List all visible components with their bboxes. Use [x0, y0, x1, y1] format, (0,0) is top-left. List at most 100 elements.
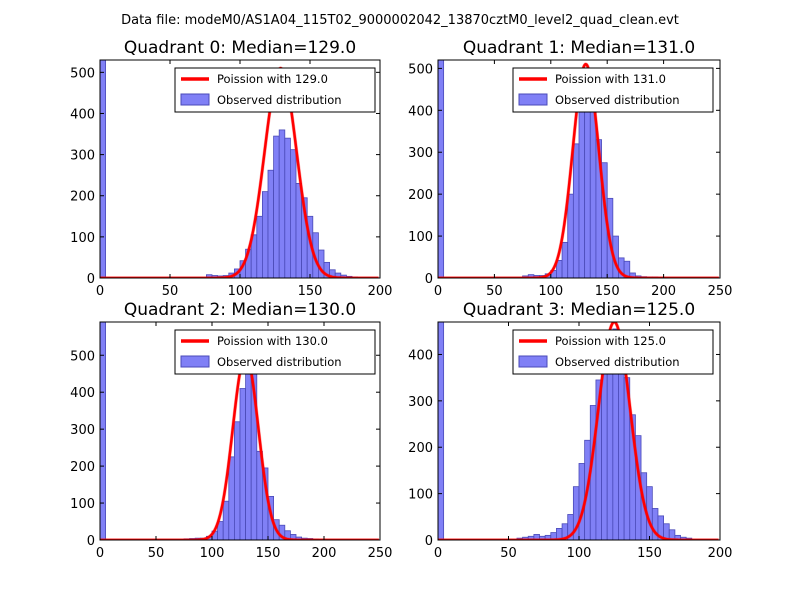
- plot-area: 0 50 100 150 200 0 100 200 300 400 500: [70, 59, 393, 299]
- y-tick-label: 0: [425, 272, 433, 287]
- legend-label-observed: Observed distribution: [555, 355, 680, 369]
- y-tick-label: 400: [408, 348, 433, 363]
- y-tick-label: 0: [425, 534, 433, 549]
- y-tick-label: 200: [408, 188, 433, 203]
- x-tick-label: 50: [500, 546, 517, 561]
- legend-label-fit: Poission with 129.0: [217, 72, 328, 86]
- panel-quadrant-0: Quadrant 0: Median=129.0 0 50 100 150 200 0 10…: [70, 38, 392, 299]
- histogram-bar: [295, 182, 302, 278]
- x-tick-label: 50: [486, 284, 503, 299]
- histogram-bar: [267, 169, 274, 278]
- legend-bar-swatch: [518, 93, 548, 106]
- histogram-bar: [438, 322, 445, 540]
- x-tick-label: 200: [651, 284, 676, 299]
- histogram-bar: [572, 143, 580, 278]
- legend-bar-swatch: [180, 93, 210, 106]
- y-tick-label: 100: [70, 497, 95, 512]
- legend-label-observed: Observed distribution: [217, 355, 342, 369]
- legend-label-fit: Poission with 131.0: [555, 72, 666, 86]
- x-tick-label: 100: [538, 284, 563, 299]
- y-tick-label: 400: [70, 386, 95, 401]
- histogram-bar: [233, 421, 241, 540]
- x-tick-label: 100: [567, 546, 592, 561]
- x-tick-label: 100: [228, 284, 253, 299]
- histogram-bar: [239, 388, 246, 540]
- legend-label-observed: Observed distribution: [217, 93, 342, 107]
- x-tick-label: 50: [148, 546, 165, 561]
- x-tick-label: 0: [434, 546, 442, 561]
- histogram-bar: [222, 500, 230, 540]
- x-tick-label: 250: [708, 284, 733, 299]
- histogram-bar: [100, 60, 106, 278]
- y-tick-label: 400: [408, 104, 433, 119]
- histogram-bar: [438, 60, 445, 278]
- histogram-bar: [629, 272, 636, 278]
- histogram-bar: [278, 129, 286, 278]
- fit-curve: [100, 66, 379, 278]
- legend-label-fit: Poission with 125.0: [555, 334, 666, 348]
- x-tick-label: 150: [637, 546, 662, 561]
- fit-curve: [100, 353, 379, 540]
- x-tick-label: 0: [96, 284, 104, 299]
- y-tick-label: 300: [408, 395, 433, 410]
- x-tick-label: 150: [298, 284, 323, 299]
- y-tick-label: 500: [70, 66, 95, 81]
- y-tick-label: 200: [70, 190, 95, 205]
- y-tick-label: 200: [408, 441, 433, 456]
- histogram-bar: [256, 215, 263, 278]
- legend-bar-swatch: [180, 355, 210, 368]
- plot-area: 0 50 100 150 200 0 100 200 300 400: [408, 321, 733, 561]
- x-tick-label: 150: [595, 284, 620, 299]
- y-tick-label: 100: [408, 488, 433, 503]
- x-tick-label: 150: [256, 546, 281, 561]
- figure-suptitle: Data file: modeM0/AS1A04_115T02_90000020…: [121, 13, 679, 28]
- panel-quadrant-2: Quadrant 2: Median=130.0 0 50 100 150 200 250…: [70, 300, 392, 561]
- histogram-bar: [284, 137, 291, 278]
- y-tick-label: 300: [70, 149, 95, 164]
- y-tick-label: 200: [70, 460, 95, 475]
- y-tick-label: 500: [408, 62, 433, 77]
- x-tick-label: 200: [368, 284, 393, 299]
- y-tick-label: 300: [408, 146, 433, 161]
- panel-quadrant-3: Quadrant 3: Median=125.0 0 50 100 150 200 0 10…: [408, 300, 732, 561]
- histogram-bar: [567, 193, 574, 278]
- axes-frame: [437, 59, 721, 279]
- x-tick-label: 100: [200, 546, 225, 561]
- panel-title: Quadrant 1: Median=131.0: [463, 38, 695, 58]
- legend-bar-swatch: [518, 355, 548, 368]
- x-tick-label: 0: [96, 546, 104, 561]
- legend: Poission with 125.0 Observed distributio…: [512, 329, 714, 375]
- legend: Poission with 130.0 Observed distributio…: [174, 329, 376, 375]
- x-tick-label: 200: [312, 546, 337, 561]
- panel-title: Quadrant 0: Median=129.0: [124, 38, 356, 58]
- y-tick-label: 300: [70, 423, 95, 438]
- histogram-bars: [100, 60, 370, 278]
- y-tick-label: 0: [87, 272, 95, 287]
- y-tick-label: 400: [70, 107, 95, 122]
- panel-title: Quadrant 3: Median=125.0: [463, 300, 695, 320]
- y-tick-label: 100: [70, 231, 95, 246]
- legend: Poission with 131.0 Observed distributio…: [512, 67, 714, 113]
- fit-curve-group: [100, 66, 379, 278]
- x-tick-label: 50: [162, 284, 179, 299]
- x-tick-label: 200: [708, 546, 733, 561]
- plot-area: 0 50 100 150 200 250 0 100 200 300 400 500: [70, 321, 393, 561]
- histogram-bar: [100, 322, 106, 540]
- legend-label-fit: Poission with 130.0: [217, 334, 328, 348]
- histogram-bar: [261, 191, 269, 278]
- histogram-bar: [273, 135, 280, 278]
- histogram-bar: [561, 241, 569, 278]
- y-tick-label: 500: [70, 349, 95, 364]
- legend: Poission with 129.0 Observed distributio…: [174, 67, 376, 113]
- fit-curve-group: [100, 353, 379, 540]
- axes-frame: [99, 321, 381, 541]
- panel-title: Quadrant 2: Median=130.0: [124, 300, 356, 320]
- panel-quadrant-1: Quadrant 1: Median=131.0 0 50 100 150 200 250…: [408, 38, 732, 299]
- x-tick-label: 0: [434, 284, 442, 299]
- x-tick-label: 250: [368, 546, 393, 561]
- histogram-bar: [289, 149, 297, 278]
- legend-label-observed: Observed distribution: [555, 93, 680, 107]
- histogram-bar: [623, 260, 631, 278]
- y-tick-label: 0: [87, 534, 95, 549]
